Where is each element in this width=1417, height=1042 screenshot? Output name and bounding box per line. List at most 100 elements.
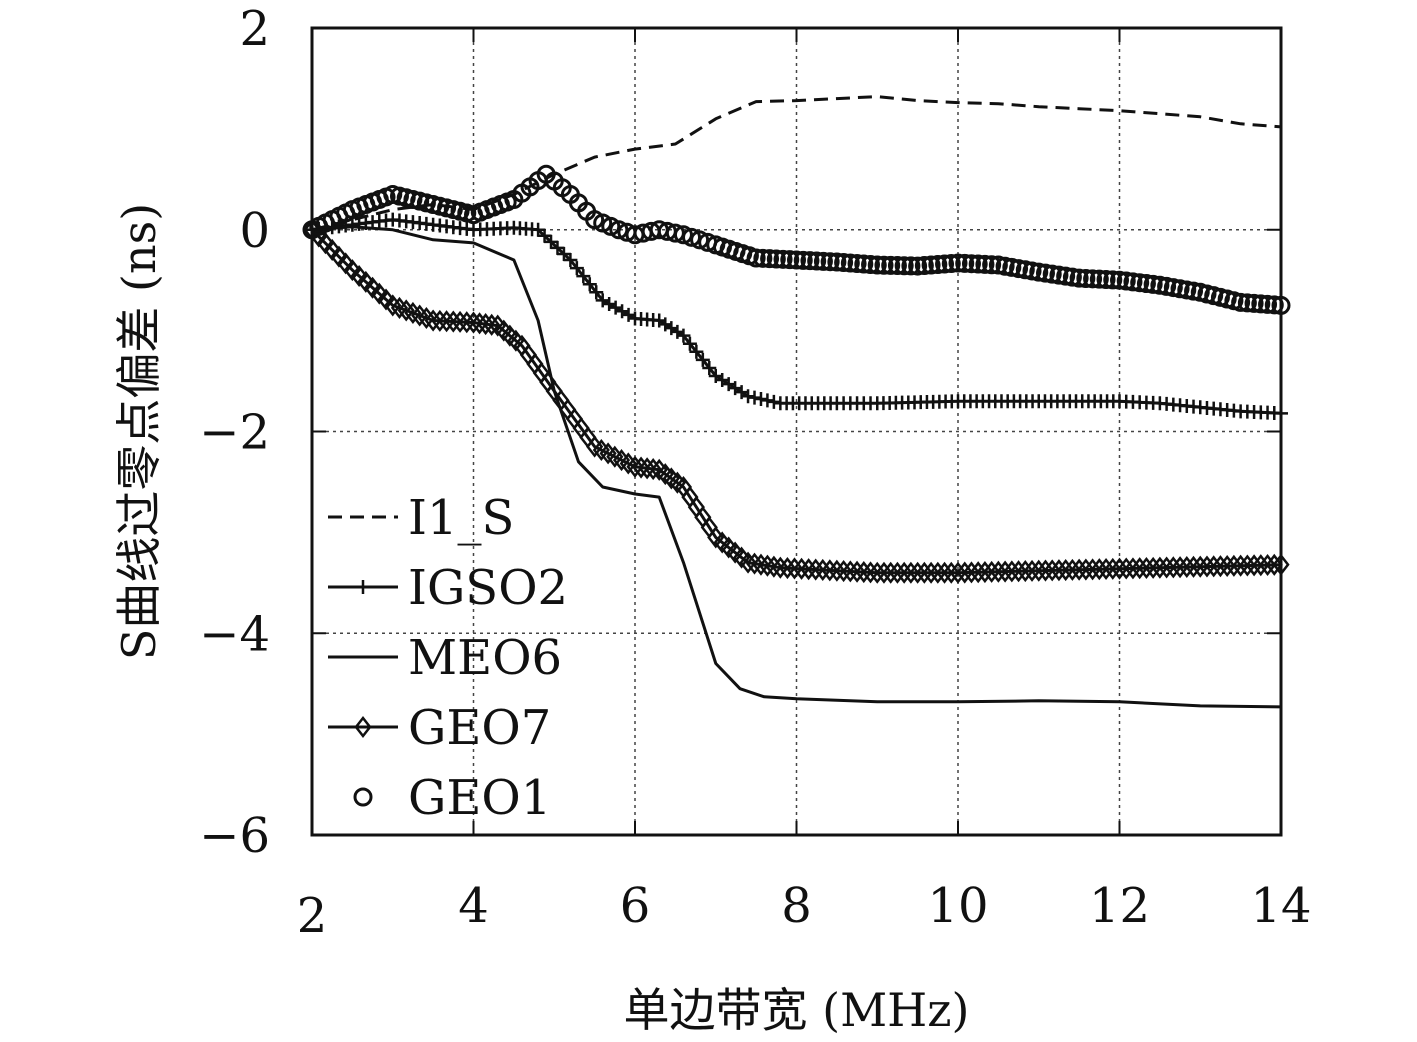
data-point-igso2 — [569, 261, 584, 276]
legend: I1_S IGSO2 MEO6 GEO7 GEO1 — [328, 490, 568, 826]
data-point-geo1 — [1258, 294, 1278, 314]
data-point-geo7 — [895, 561, 913, 584]
data-point-geo7 — [1258, 553, 1277, 577]
data-point-geo7 — [989, 560, 1007, 583]
data-point-geo1 — [746, 248, 766, 268]
data-point-geo7 — [1252, 554, 1270, 577]
data-point-geo1 — [766, 249, 786, 269]
legend-marker-geo7 — [354, 715, 372, 739]
data-point-geo7 — [483, 313, 501, 336]
data-point-geo1 — [1116, 271, 1136, 291]
data-point-geo7 — [915, 561, 933, 584]
data-point-geo1 — [780, 250, 800, 270]
data-point-geo1 — [975, 254, 995, 274]
series-meo6 — [311, 225, 1282, 709]
data-point-geo7 — [1050, 559, 1068, 582]
data-point-geo7 — [632, 456, 650, 479]
data-point-geo7 — [1178, 555, 1196, 579]
data-point-geo1 — [1042, 264, 1062, 284]
data-point-geo1 — [1237, 293, 1257, 313]
data-point-igso2 — [682, 336, 697, 351]
legend-label-i1-s: I1_S — [408, 490, 514, 546]
legend-marker-geo1 — [353, 787, 373, 807]
data-point-geo7 — [458, 311, 476, 334]
data-point-geo7 — [1043, 559, 1061, 582]
data-point-geo7 — [464, 311, 483, 334]
data-point-geo1 — [1170, 279, 1190, 299]
data-point-igso2 — [760, 393, 775, 408]
data-point-geo7 — [377, 288, 395, 311]
x-tick-label: 8 — [781, 878, 812, 934]
data-point-geo7 — [437, 310, 456, 333]
data-point-geo7 — [778, 557, 796, 580]
data-point-geo1 — [867, 255, 887, 275]
data-point-geo7 — [1077, 558, 1095, 581]
data-point-geo1 — [1150, 275, 1170, 295]
data-point-geo7 — [1104, 557, 1122, 580]
data-point-geo1 — [948, 253, 968, 273]
data-point-geo7 — [1218, 554, 1236, 578]
data-point-igso2 — [695, 352, 710, 367]
data-point-geo7 — [922, 561, 940, 584]
data-point-geo1 — [820, 252, 840, 272]
data-point-geo7 — [370, 282, 388, 305]
y-tick-label: −6 — [199, 808, 270, 864]
data-point-geo7 — [1245, 554, 1263, 577]
data-point-igso2 — [576, 269, 591, 284]
data-point-geo7 — [1063, 558, 1081, 581]
data-point-geo1 — [827, 252, 847, 272]
data-point-geo7 — [949, 561, 967, 584]
data-point-geo1 — [1083, 269, 1103, 289]
data-point-geo7 — [1225, 554, 1243, 577]
data-point-geo1 — [1089, 269, 1109, 289]
data-point-geo7 — [1184, 555, 1203, 578]
data-point-igso2 — [556, 246, 571, 261]
data-point-geo7 — [1117, 557, 1135, 580]
data-point-geo7 — [363, 276, 382, 299]
y-tick-label: −4 — [199, 606, 270, 662]
data-point-geo1 — [988, 255, 1008, 275]
data-point-geo7 — [1030, 559, 1048, 582]
y-tick-label: 2 — [239, 1, 270, 57]
data-point-geo7 — [1090, 558, 1108, 581]
data-point-geo1 — [690, 230, 710, 250]
legend-marker-igso2 — [356, 580, 370, 594]
data-point-igso2 — [689, 344, 704, 359]
data-point-geo7 — [909, 561, 927, 584]
data-point-geo7 — [424, 309, 442, 332]
y-axis-label: S曲线过零点偏差 (ns) — [112, 203, 166, 660]
data-point-geo7 — [1232, 554, 1250, 577]
data-point-geo7 — [739, 551, 757, 574]
data-point-geo7 — [868, 561, 886, 584]
data-point-geo1 — [1015, 260, 1035, 280]
data-point-geo7 — [855, 561, 873, 584]
data-point-geo7 — [644, 458, 662, 481]
data-point-geo1 — [935, 254, 955, 274]
data-point-geo7 — [785, 557, 804, 580]
data-point-geo7 — [835, 560, 853, 583]
data-point-geo1 — [1130, 273, 1150, 293]
data-point-geo7 — [888, 561, 907, 584]
data-point-geo7 — [1023, 559, 1041, 582]
data-point-geo1 — [1136, 274, 1156, 294]
data-point-geo1 — [887, 256, 907, 276]
data-point-geo1 — [787, 250, 806, 270]
data-point-geo7 — [752, 553, 770, 576]
data-point-geo7 — [350, 264, 368, 288]
data-point-geo1 — [1029, 262, 1049, 282]
data-point-geo7 — [882, 561, 900, 584]
data-point-igso2 — [544, 234, 559, 249]
data-point-geo1 — [908, 256, 928, 276]
data-point-igso2 — [747, 390, 762, 405]
data-point-geo1 — [1163, 278, 1183, 298]
data-point-geo7 — [962, 561, 981, 584]
data-point-igso2 — [766, 394, 781, 409]
data-point-igso2 — [741, 389, 756, 404]
legend-entry-igso2: IGSO2 — [328, 560, 568, 616]
data-point-geo7 — [470, 312, 489, 335]
series-igso2 — [305, 212, 1288, 421]
data-point-geo7 — [996, 560, 1014, 583]
data-point-geo1 — [1069, 268, 1089, 288]
data-point-igso2 — [531, 222, 546, 237]
